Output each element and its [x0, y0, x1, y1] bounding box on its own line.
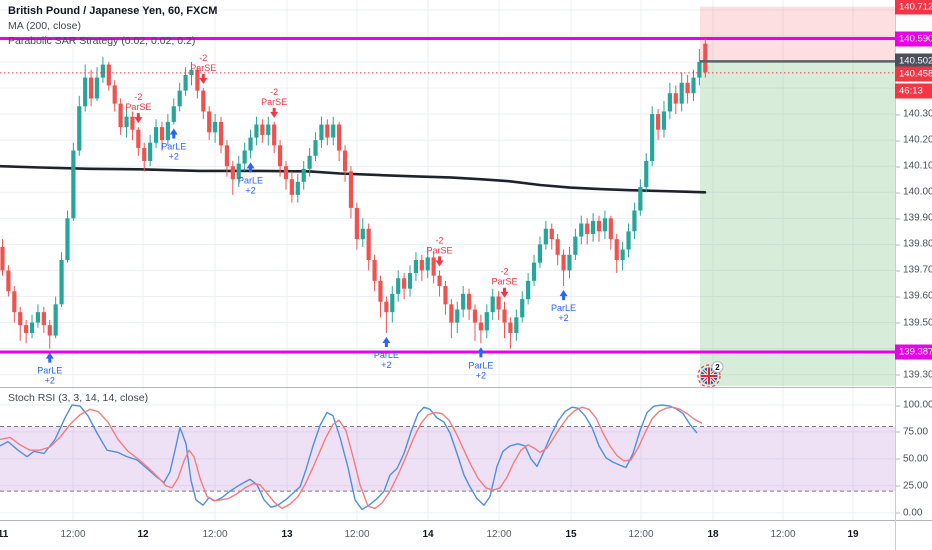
svg-text:ParLE: ParLE	[468, 360, 493, 370]
price-tick: 140.000	[895, 187, 932, 198]
svg-text:ParSE: ParSE	[125, 102, 151, 112]
event-count: 2	[715, 363, 720, 372]
svg-text:+2: +2	[476, 370, 486, 380]
stop-loss-zone	[700, 6, 895, 62]
svg-text:+2: +2	[245, 185, 255, 195]
svg-text:+2: +2	[169, 151, 179, 161]
time-label-day: 12	[137, 529, 149, 540]
svg-text:+2: +2	[45, 376, 55, 386]
stoch-axis-tick: 50.00	[895, 453, 929, 465]
long-entry-marker: ParLE+2	[161, 128, 186, 161]
svg-text:ParLE: ParLE	[37, 366, 62, 376]
price-tick: 139.300	[895, 369, 932, 380]
current-price-label[interactable]: 140.458	[895, 66, 932, 82]
time-label-hour: 12:00	[486, 529, 512, 540]
stoch-axis-tick: 0.00	[895, 507, 923, 519]
time-label-hour: 12:00	[628, 529, 654, 540]
chart-plot-area[interactable]: ParLE+2ParSE-2ParLE+2ParSE-2ParLE+2ParSE…	[0, 0, 895, 550]
pane-separator-stoch-time[interactable]	[0, 520, 932, 521]
short-entry-marker: ParSE-2	[125, 92, 151, 124]
long-entry-marker: ParLE+2	[551, 290, 576, 323]
price-tick: 139.800	[895, 239, 932, 250]
svg-text:ParSE: ParSE	[427, 245, 453, 255]
strategy-markers: ParLE+2ParSE-2ParLE+2ParSE-2ParLE+2ParSE…	[37, 53, 576, 386]
svg-text:ParLE: ParLE	[374, 350, 399, 360]
price-tick: 140.100	[895, 161, 932, 172]
price-tick: 139.600	[895, 291, 932, 302]
stoch-overbought-oversold-band	[0, 426, 895, 492]
time-label-day: 15	[565, 529, 577, 540]
alert-price-label-2[interactable]: 139.387	[895, 344, 932, 360]
price-tick: 140.300	[895, 109, 932, 120]
time-label-day: 19	[847, 529, 859, 540]
economic-events-badge[interactable]: 2	[697, 361, 724, 388]
time-label-hour: 12:00	[344, 529, 370, 540]
legend-ma-row[interactable]: MA (200, close)	[8, 20, 81, 32]
svg-text:-2: -2	[270, 87, 278, 97]
alert-lines[interactable]	[0, 37, 895, 354]
bar-countdown-label[interactable]: 46:13	[895, 83, 932, 98]
pane-separator-main-stoch[interactable]	[0, 387, 932, 388]
entry-price-label[interactable]: 140.502	[895, 53, 932, 69]
svg-text:ParLE: ParLE	[238, 175, 263, 185]
stoch-axis-tick: 100.00	[896, 399, 932, 411]
short-entry-marker: ParSE-2	[261, 87, 287, 118]
long-entry-marker: ParLE+2	[468, 347, 493, 380]
svg-text:ParLE: ParLE	[161, 141, 186, 151]
time-label-day: 13	[281, 529, 293, 540]
svg-text:-2: -2	[199, 53, 207, 63]
legend-strategy-row[interactable]: Parabolic SAR Strategy (0.02, 0.02, 0.2)	[8, 35, 196, 47]
svg-text:-2: -2	[436, 235, 444, 245]
price-tick: 139.500	[895, 317, 932, 328]
svg-text:ParLE: ParLE	[551, 303, 576, 313]
stoch-d-line[interactable]	[0, 406, 703, 510]
ma200-line[interactable]	[0, 164, 707, 194]
stop-price-label[interactable]: 140.712	[895, 0, 932, 15]
svg-text:ParSE: ParSE	[261, 97, 287, 107]
svg-text:ParSE: ParSE	[190, 63, 216, 73]
axis-separator-vertical	[895, 0, 896, 550]
take-profit-zone	[700, 61, 895, 386]
chart-legend: British Pound / Japanese Yen, 60, FXCM M…	[8, 4, 217, 49]
stoch-rsi-pane-title[interactable]: Stoch RSI (3, 3, 14, 14, close)	[8, 392, 149, 404]
svg-text:+2: +2	[558, 313, 568, 323]
svg-text:+2: +2	[381, 360, 391, 370]
time-label-day: 14	[422, 529, 434, 540]
time-label-hour: 12:00	[770, 529, 796, 540]
price-tick: 139.900	[895, 213, 932, 224]
svg-text:-2: -2	[134, 92, 142, 102]
short-entry-marker: ParSE-2	[427, 235, 453, 267]
price-tick: 140.200	[895, 135, 932, 146]
candles-layer	[0, 38, 708, 349]
time-label-hour: 12:00	[60, 529, 86, 540]
time-axis[interactable]: 11 12:00 12 12:00 13 12:00 14 12:00 15 12:00 18 12:…	[0, 521, 932, 550]
alert-price-label-1[interactable]: 140.590	[895, 31, 932, 46]
time-label-hour: 12:00	[202, 529, 228, 540]
position-tool[interactable]	[700, 6, 895, 386]
time-label-day: 11	[0, 529, 9, 540]
price-tick: 139.700	[895, 265, 932, 276]
svg-text:ParSE: ParSE	[492, 277, 518, 287]
svg-text:-2: -2	[501, 267, 509, 277]
stoch-axis-tick: 25.00	[895, 480, 929, 492]
short-entry-marker: ParSE-2	[492, 267, 518, 298]
time-label-day: 18	[707, 529, 719, 540]
long-entry-marker: ParLE+2	[37, 352, 62, 386]
price-axis[interactable]: 140.400140.300140.200140.100140.000139.9…	[895, 0, 932, 520]
gridlines	[0, 0, 895, 520]
short-entry-marker: ParSE-2	[190, 53, 216, 85]
long-entry-marker: ParLE+2	[238, 162, 263, 195]
stoch-axis-tick: 75.00	[895, 426, 929, 438]
symbol-title[interactable]: British Pound / Japanese Yen, 60, FXCM	[8, 5, 218, 17]
stoch-k-line[interactable]	[0, 404, 698, 511]
long-entry-marker: ParLE+2	[374, 336, 399, 370]
